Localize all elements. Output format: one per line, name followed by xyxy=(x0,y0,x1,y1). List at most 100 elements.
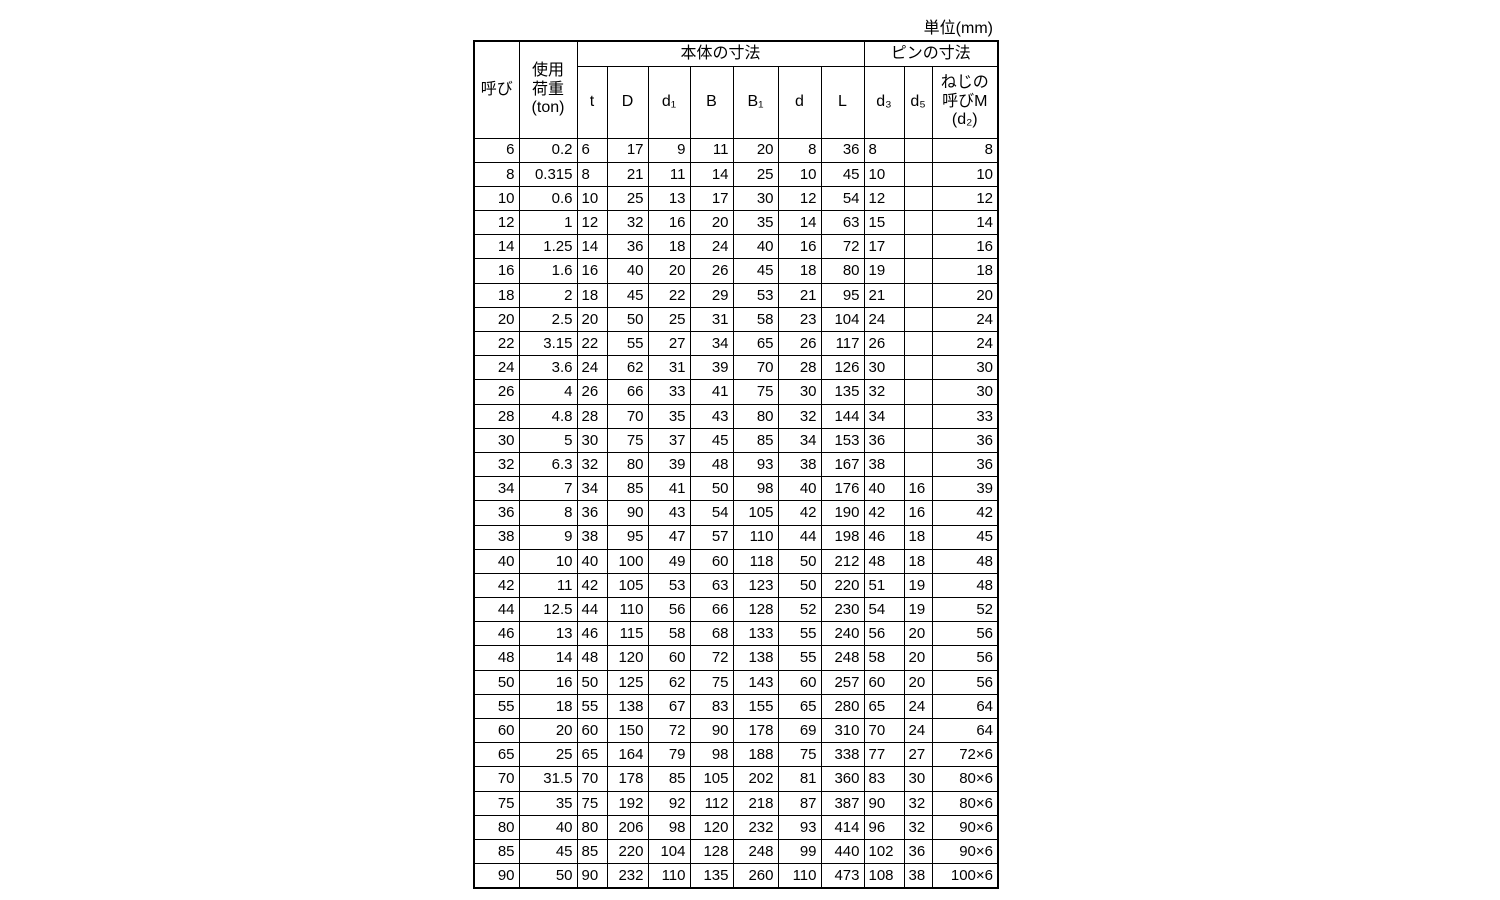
table-cell: 56 xyxy=(863,621,905,647)
table-row: 34 7 34 85 41 50 98 40 176 40 16 39 xyxy=(473,476,999,502)
table-cell: 21 xyxy=(777,282,822,308)
group-header: 本体の寸法 xyxy=(576,40,865,67)
table-cell xyxy=(903,355,933,381)
table-cell: 63 xyxy=(689,572,734,599)
table-cell: 22 xyxy=(647,282,691,308)
table-cell: 123 xyxy=(732,572,779,599)
table-cell xyxy=(903,306,933,333)
header-cell: d₅ xyxy=(903,65,933,139)
table-cell: 110 xyxy=(647,863,691,889)
table-cell: 24 xyxy=(473,355,520,381)
table-cell: 218 xyxy=(732,790,779,816)
table-cell: 110 xyxy=(777,863,822,889)
table-cell: 20 xyxy=(732,137,779,163)
table-cell: 48 xyxy=(473,645,520,671)
table-cell: 133 xyxy=(732,621,779,647)
table-cell: 387 xyxy=(820,790,865,816)
table-cell: 104 xyxy=(820,306,865,333)
table-cell: 120 xyxy=(689,814,734,840)
table-cell: 68 xyxy=(689,621,734,647)
table-row: 85 45 85 220 104 128 248 99 440 102 36 90×6 xyxy=(473,838,999,865)
table-cell: 12 xyxy=(777,185,822,212)
table-cell: 8 xyxy=(931,137,999,163)
table-cell: 45 xyxy=(732,258,779,284)
table-cell: 50 xyxy=(606,306,649,333)
table-cell: 54 xyxy=(689,500,734,526)
table-cell: 75 xyxy=(576,790,608,816)
table-cell: 40 xyxy=(576,548,608,574)
table-cell: 17 xyxy=(689,185,734,212)
table-cell: 1.25 xyxy=(518,234,578,260)
table-cell: 14 xyxy=(518,645,578,671)
table-cell: 8 xyxy=(518,500,578,526)
table-cell: 70 xyxy=(606,403,649,429)
table-cell: 52 xyxy=(931,597,999,623)
table-cell: 70 xyxy=(576,766,608,792)
table-cell: 15 xyxy=(863,210,905,236)
table-cell: 95 xyxy=(606,524,649,550)
table-cell: 42 xyxy=(777,500,822,526)
table-cell: 20 xyxy=(903,669,933,695)
table-cell: 11 xyxy=(647,161,691,187)
table-cell: 64 xyxy=(931,717,999,744)
table-cell: 25 xyxy=(518,742,578,768)
header-row: 呼び 使用 荷重 (ton) 本体の寸法 ピンの寸法 xyxy=(473,40,999,139)
table-cell: 22 xyxy=(576,330,608,357)
table-cell: 16 xyxy=(777,234,822,260)
table-cell: 14 xyxy=(473,234,520,260)
table-cell: 7 xyxy=(518,476,578,502)
table-cell: 44 xyxy=(473,597,520,623)
header-cell: 使用 荷重 (ton) xyxy=(518,40,578,139)
table-cell: 26 xyxy=(689,258,734,284)
table-cell: 43 xyxy=(689,403,734,429)
table-cell: 56 xyxy=(931,621,999,647)
table-cell: 40 xyxy=(777,476,822,502)
table-cell: 90×6 xyxy=(931,814,999,840)
table-cell: 31 xyxy=(689,306,734,333)
table-cell: 66 xyxy=(689,597,734,623)
table-cell: 87 xyxy=(777,790,822,816)
table-cell: 360 xyxy=(820,766,865,792)
table-cell: 138 xyxy=(732,645,779,671)
table-row: 46 13 46 115 58 68 133 55 240 56 20 56 xyxy=(473,621,999,647)
table-cell: 41 xyxy=(647,476,691,502)
table-row: 28 4.8 28 70 35 43 80 32 144 34 33 xyxy=(473,403,999,429)
table-cell: 44 xyxy=(576,597,608,623)
table-cell: 80 xyxy=(732,403,779,429)
table-cell: 105 xyxy=(606,572,649,599)
table-cell: 55 xyxy=(576,693,608,720)
table-row: 20 2.5 20 50 25 31 58 23 104 24 24 xyxy=(473,306,999,333)
table-cell: 12 xyxy=(576,210,608,236)
header-cell: ねじの 呼びM (d₂) xyxy=(931,65,999,139)
table-cell: 36 xyxy=(820,137,865,163)
table-cell: 70 xyxy=(473,766,520,792)
table-cell: 85 xyxy=(576,838,608,865)
table-row: 24 3.6 24 62 31 39 70 28 126 30 30 xyxy=(473,355,999,381)
table-cell: 20 xyxy=(647,258,691,284)
table-cell: 118 xyxy=(732,548,779,574)
table-cell xyxy=(903,210,933,236)
table-cell: 53 xyxy=(647,572,691,599)
table-cell: 45 xyxy=(606,282,649,308)
table-cell: 60 xyxy=(576,717,608,744)
table-cell: 19 xyxy=(863,258,905,284)
table-cell: 45 xyxy=(820,161,865,187)
table-cell: 36 xyxy=(473,500,520,526)
table-cell: 75 xyxy=(689,669,734,695)
table-cell: 14 xyxy=(689,161,734,187)
table-cell: 22 xyxy=(473,330,520,357)
header-cell: D xyxy=(606,65,649,139)
table-row: 10 0.6 10 25 13 17 30 12 54 12 12 xyxy=(473,185,999,212)
table-cell: 32 xyxy=(777,403,822,429)
table-cell: 85 xyxy=(473,838,520,865)
table-row: 44 12.5 44 110 56 66 128 52 230 54 19 52 xyxy=(473,597,999,623)
table-row: 12 1 12 32 16 20 35 14 63 15 14 xyxy=(473,210,999,236)
table-cell: 100×6 xyxy=(931,863,999,889)
table-cell: 240 xyxy=(820,621,865,647)
table-cell: 212 xyxy=(820,548,865,574)
header-cell: t xyxy=(576,65,608,139)
table-cell xyxy=(903,330,933,357)
table-cell: 51 xyxy=(863,572,905,599)
table-cell: 105 xyxy=(732,500,779,526)
table-cell: 79 xyxy=(647,742,691,768)
